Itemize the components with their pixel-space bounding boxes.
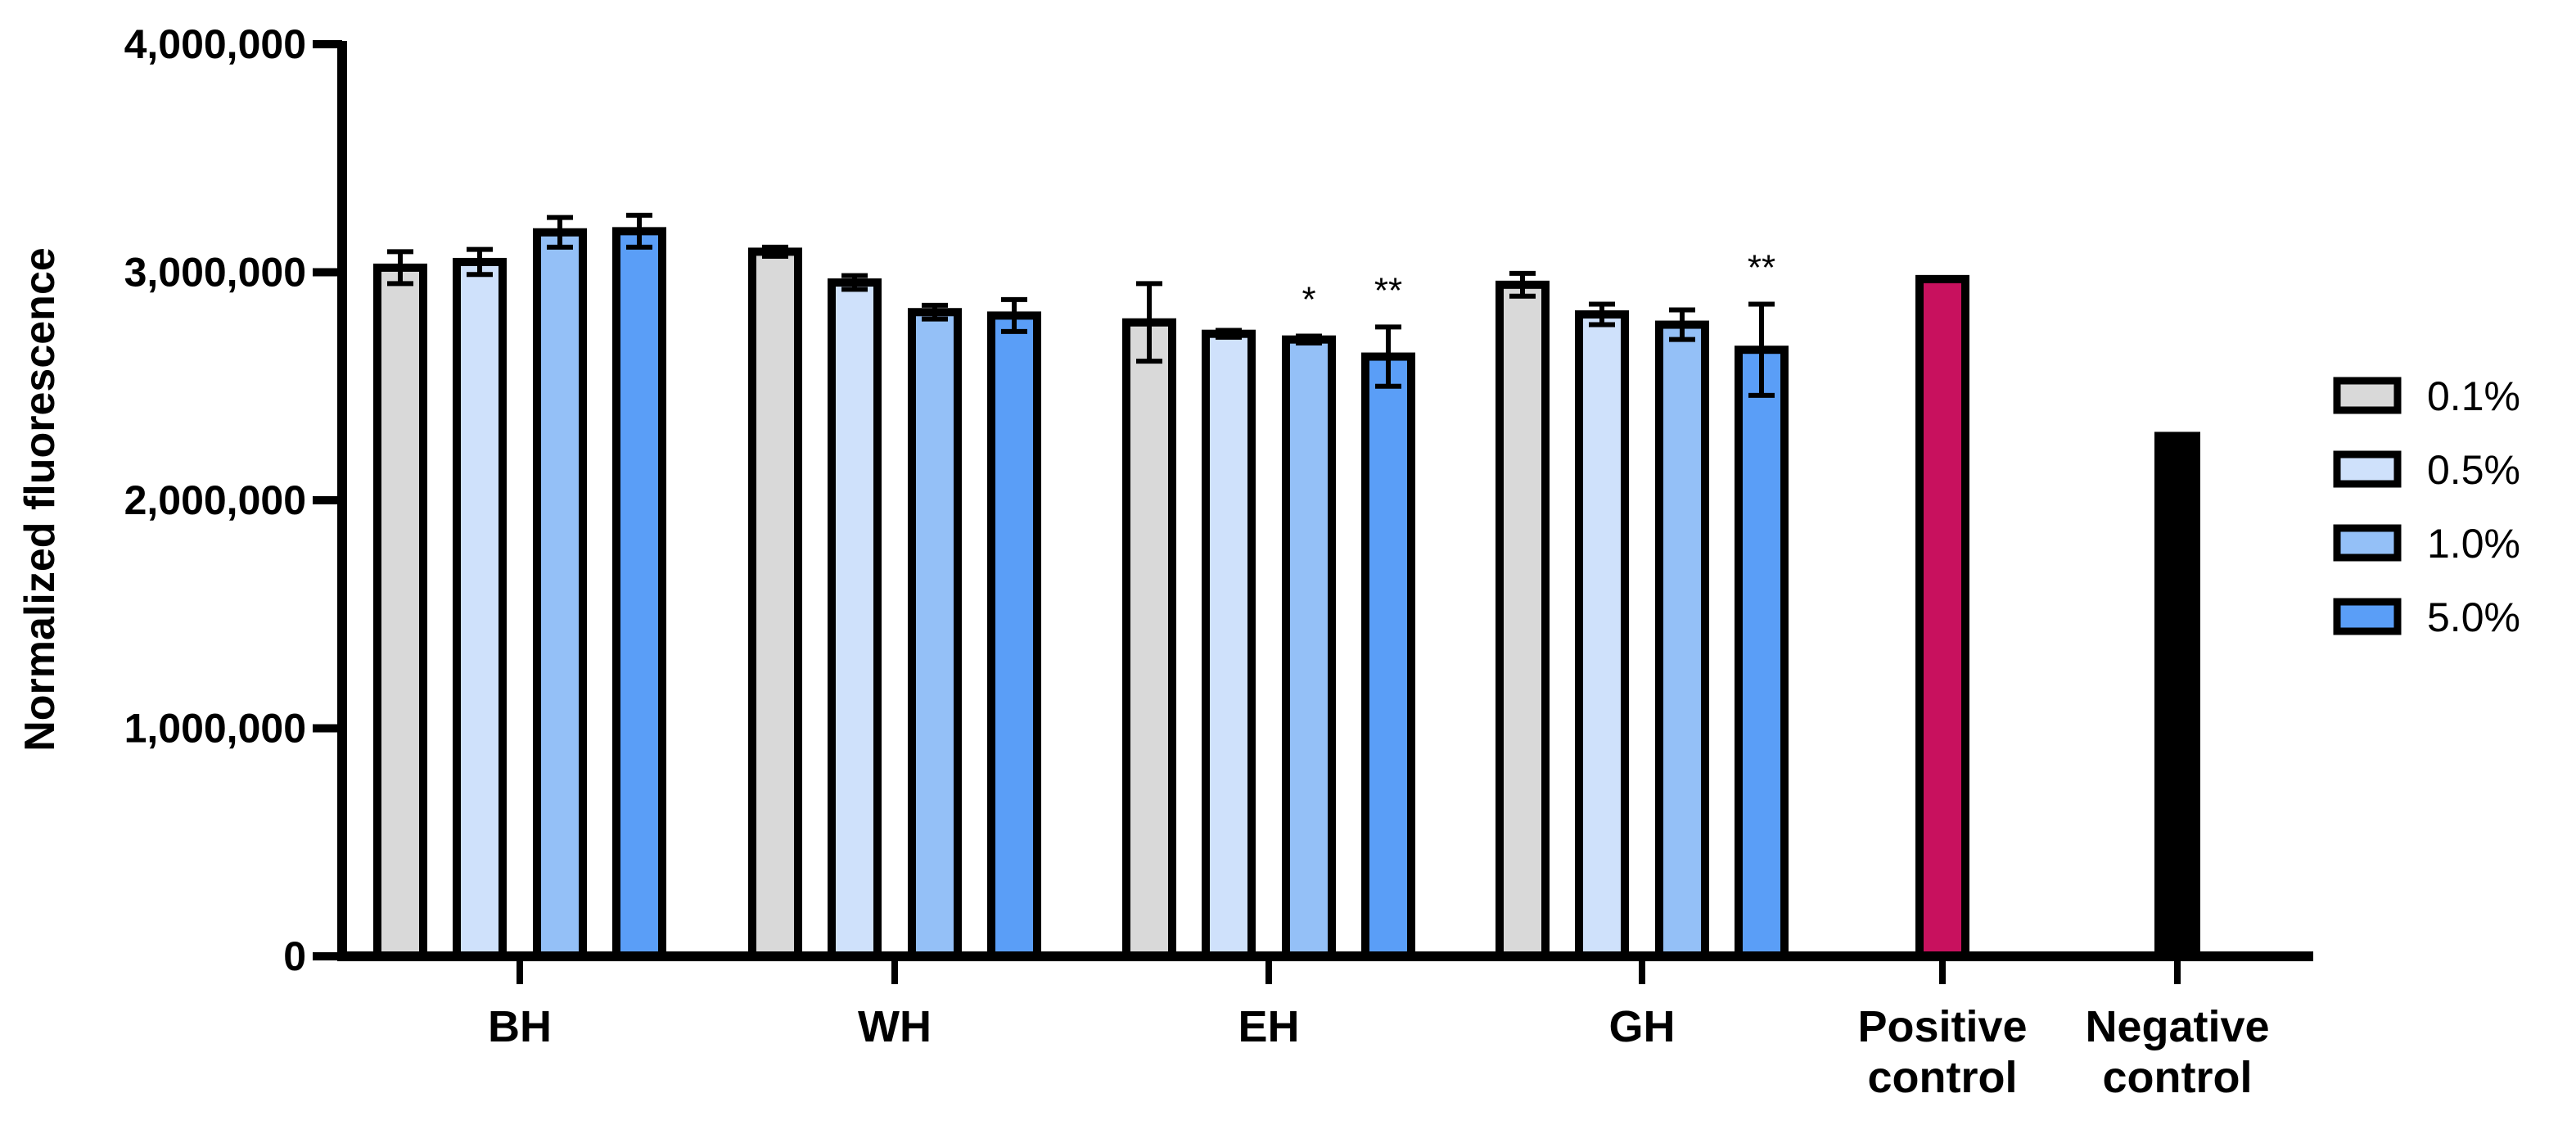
text-layer: BH WH* **EH**GH PositivecontrolNegativecont… bbox=[124, 21, 2270, 1102]
y-tick-label: 3,000,000 bbox=[124, 250, 306, 296]
bar bbox=[1282, 335, 1336, 961]
bar bbox=[1655, 320, 1709, 960]
bar bbox=[1735, 346, 1789, 960]
legend: 0.1% 0.5% 1.0% 5.0% bbox=[2333, 373, 2520, 640]
y-tick-label: 1,000,000 bbox=[124, 706, 306, 752]
bar bbox=[1361, 352, 1415, 961]
bar bbox=[612, 227, 666, 960]
x-category-label: control bbox=[2103, 1053, 2253, 1102]
x-category-label: GH bbox=[1609, 1002, 1676, 1051]
x-category-label: Negative bbox=[2085, 1002, 2269, 1051]
significance-marker: * bbox=[1302, 279, 1315, 319]
legend-swatch bbox=[2333, 377, 2402, 414]
y-tick-label: 4,000,000 bbox=[124, 21, 306, 67]
bar bbox=[373, 263, 427, 960]
bar bbox=[2154, 431, 2200, 956]
x-category-label: control bbox=[1868, 1053, 2018, 1102]
bar bbox=[1202, 329, 1256, 960]
legend-label: 0.5% bbox=[2427, 447, 2520, 493]
x-category-label: Positive bbox=[1857, 1002, 2027, 1051]
bar bbox=[1122, 318, 1176, 960]
bar bbox=[908, 308, 962, 960]
bar bbox=[987, 311, 1041, 961]
significance-marker: ** bbox=[1748, 247, 1775, 287]
x-category-label: WH bbox=[858, 1002, 932, 1051]
legend-swatch bbox=[2333, 524, 2402, 562]
bar bbox=[828, 278, 882, 961]
y-tick-label: 2,000,000 bbox=[124, 477, 306, 523]
y-axis-title: Normalized fluorescence bbox=[16, 247, 64, 752]
x-category-label: EH bbox=[1238, 1002, 1299, 1051]
axes-layer bbox=[313, 40, 2313, 984]
bar bbox=[1496, 280, 1550, 960]
significance-marker: ** bbox=[1374, 270, 1402, 310]
legend-label: 1.0% bbox=[2427, 521, 2520, 567]
bar bbox=[1575, 310, 1629, 960]
bar bbox=[748, 247, 802, 960]
bar bbox=[453, 257, 507, 960]
legend-label: 0.1% bbox=[2427, 373, 2520, 419]
legend-swatch bbox=[2333, 450, 2402, 488]
legend-label: 5.0% bbox=[2427, 594, 2520, 640]
bars-layer bbox=[373, 212, 2200, 961]
bar bbox=[533, 228, 587, 960]
y-tick-label: 0 bbox=[283, 933, 306, 979]
bar bbox=[1915, 274, 1969, 961]
legend-swatch bbox=[2333, 598, 2402, 635]
x-category-label: BH bbox=[488, 1002, 552, 1051]
